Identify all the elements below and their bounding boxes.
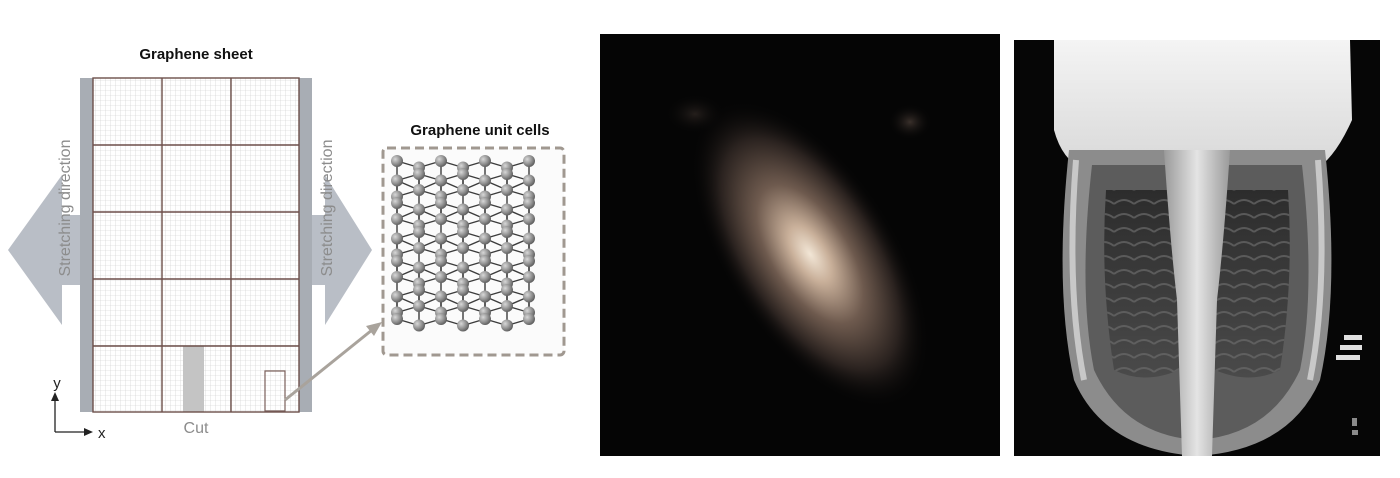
left-stretch-label: Stretching direction <box>57 140 74 277</box>
carbon-atom <box>391 290 403 303</box>
carbon-atom <box>523 290 535 303</box>
carbon-atom <box>435 255 447 267</box>
graphene-sheet <box>92 77 300 413</box>
carbon-atom <box>479 174 491 187</box>
axis-y-label: y <box>53 375 61 392</box>
axis-indicator <box>54 398 87 433</box>
carbon-atom <box>413 242 425 254</box>
unit-cell-marker <box>264 370 286 412</box>
carbon-atom <box>457 203 469 216</box>
carbon-atom <box>523 255 535 267</box>
carbon-atom <box>457 184 469 196</box>
carbon-atom <box>413 261 425 274</box>
carbon-atom <box>479 155 491 167</box>
carbon-atom <box>523 271 535 283</box>
carbon-atom <box>435 155 447 167</box>
carbon-atom <box>435 290 447 303</box>
axis-x-label: x <box>98 425 106 442</box>
carbon-atom <box>523 197 535 209</box>
carbon-atom <box>413 203 425 216</box>
carbon-atom <box>501 284 513 296</box>
carbon-atom <box>479 271 491 283</box>
carbon-atom <box>479 213 491 225</box>
carbon-atom <box>501 168 513 180</box>
carbon-atom <box>435 174 447 187</box>
carbon-atom <box>391 271 403 283</box>
carbon-atom <box>479 197 491 209</box>
cut-label: Cut <box>184 420 209 437</box>
carbon-atom <box>523 213 535 225</box>
right-clamp <box>299 78 312 412</box>
carbon-atom <box>413 184 425 196</box>
carbon-atom <box>391 197 403 209</box>
carbon-atom <box>391 155 403 167</box>
carbon-atom <box>479 290 491 303</box>
carbon-atom <box>457 284 469 296</box>
hexagonal-lattice <box>391 155 535 332</box>
carbon-atom <box>501 319 513 332</box>
carbon-atom <box>391 313 403 325</box>
carbon-atom <box>501 300 513 312</box>
galaxy-image <box>600 34 1000 456</box>
xray-image <box>1014 40 1380 456</box>
carbon-atom <box>479 232 491 245</box>
carbon-atom <box>457 319 469 332</box>
left-clamp <box>80 78 93 412</box>
carbon-atom <box>457 226 469 238</box>
carbon-atom <box>523 174 535 187</box>
carbon-atom <box>501 261 513 274</box>
carbon-atom <box>391 213 403 225</box>
carbon-atom <box>413 226 425 238</box>
carbon-atom <box>413 168 425 180</box>
carbon-atom <box>435 271 447 283</box>
carbon-atom <box>501 242 513 254</box>
carbon-atom <box>457 261 469 274</box>
right-stretch-label: Stretching direction <box>319 140 336 277</box>
carbon-atom <box>523 232 535 245</box>
carbon-atom <box>457 168 469 180</box>
carbon-atom <box>501 203 513 216</box>
carbon-atom <box>523 155 535 167</box>
carbon-atom <box>435 313 447 325</box>
unit-cells-title: Graphene unit cells <box>410 122 549 139</box>
carbon-atom <box>391 232 403 245</box>
carbon-atom <box>457 300 469 312</box>
left-stretch-arrow <box>8 175 82 325</box>
carbon-atom <box>523 313 535 325</box>
right-stretch-arrow <box>310 175 372 325</box>
carbon-atom <box>501 184 513 196</box>
carbon-atom <box>391 255 403 267</box>
carbon-atom <box>479 255 491 267</box>
cut-region <box>183 346 204 412</box>
carbon-atom <box>435 197 447 209</box>
carbon-atom <box>391 174 403 187</box>
carbon-atom <box>435 213 447 225</box>
carbon-atom <box>413 319 425 332</box>
carbon-atom <box>413 300 425 312</box>
carbon-atom <box>501 226 513 238</box>
carbon-atom <box>457 242 469 254</box>
zoom-connector <box>284 328 373 402</box>
carbon-atom <box>435 232 447 245</box>
graphene-schematic: Graphene sheet Graphene unit cells Stret… <box>8 46 566 442</box>
carbon-atom <box>479 313 491 325</box>
sheet-title: Graphene sheet <box>139 46 252 63</box>
carbon-atom <box>413 284 425 296</box>
